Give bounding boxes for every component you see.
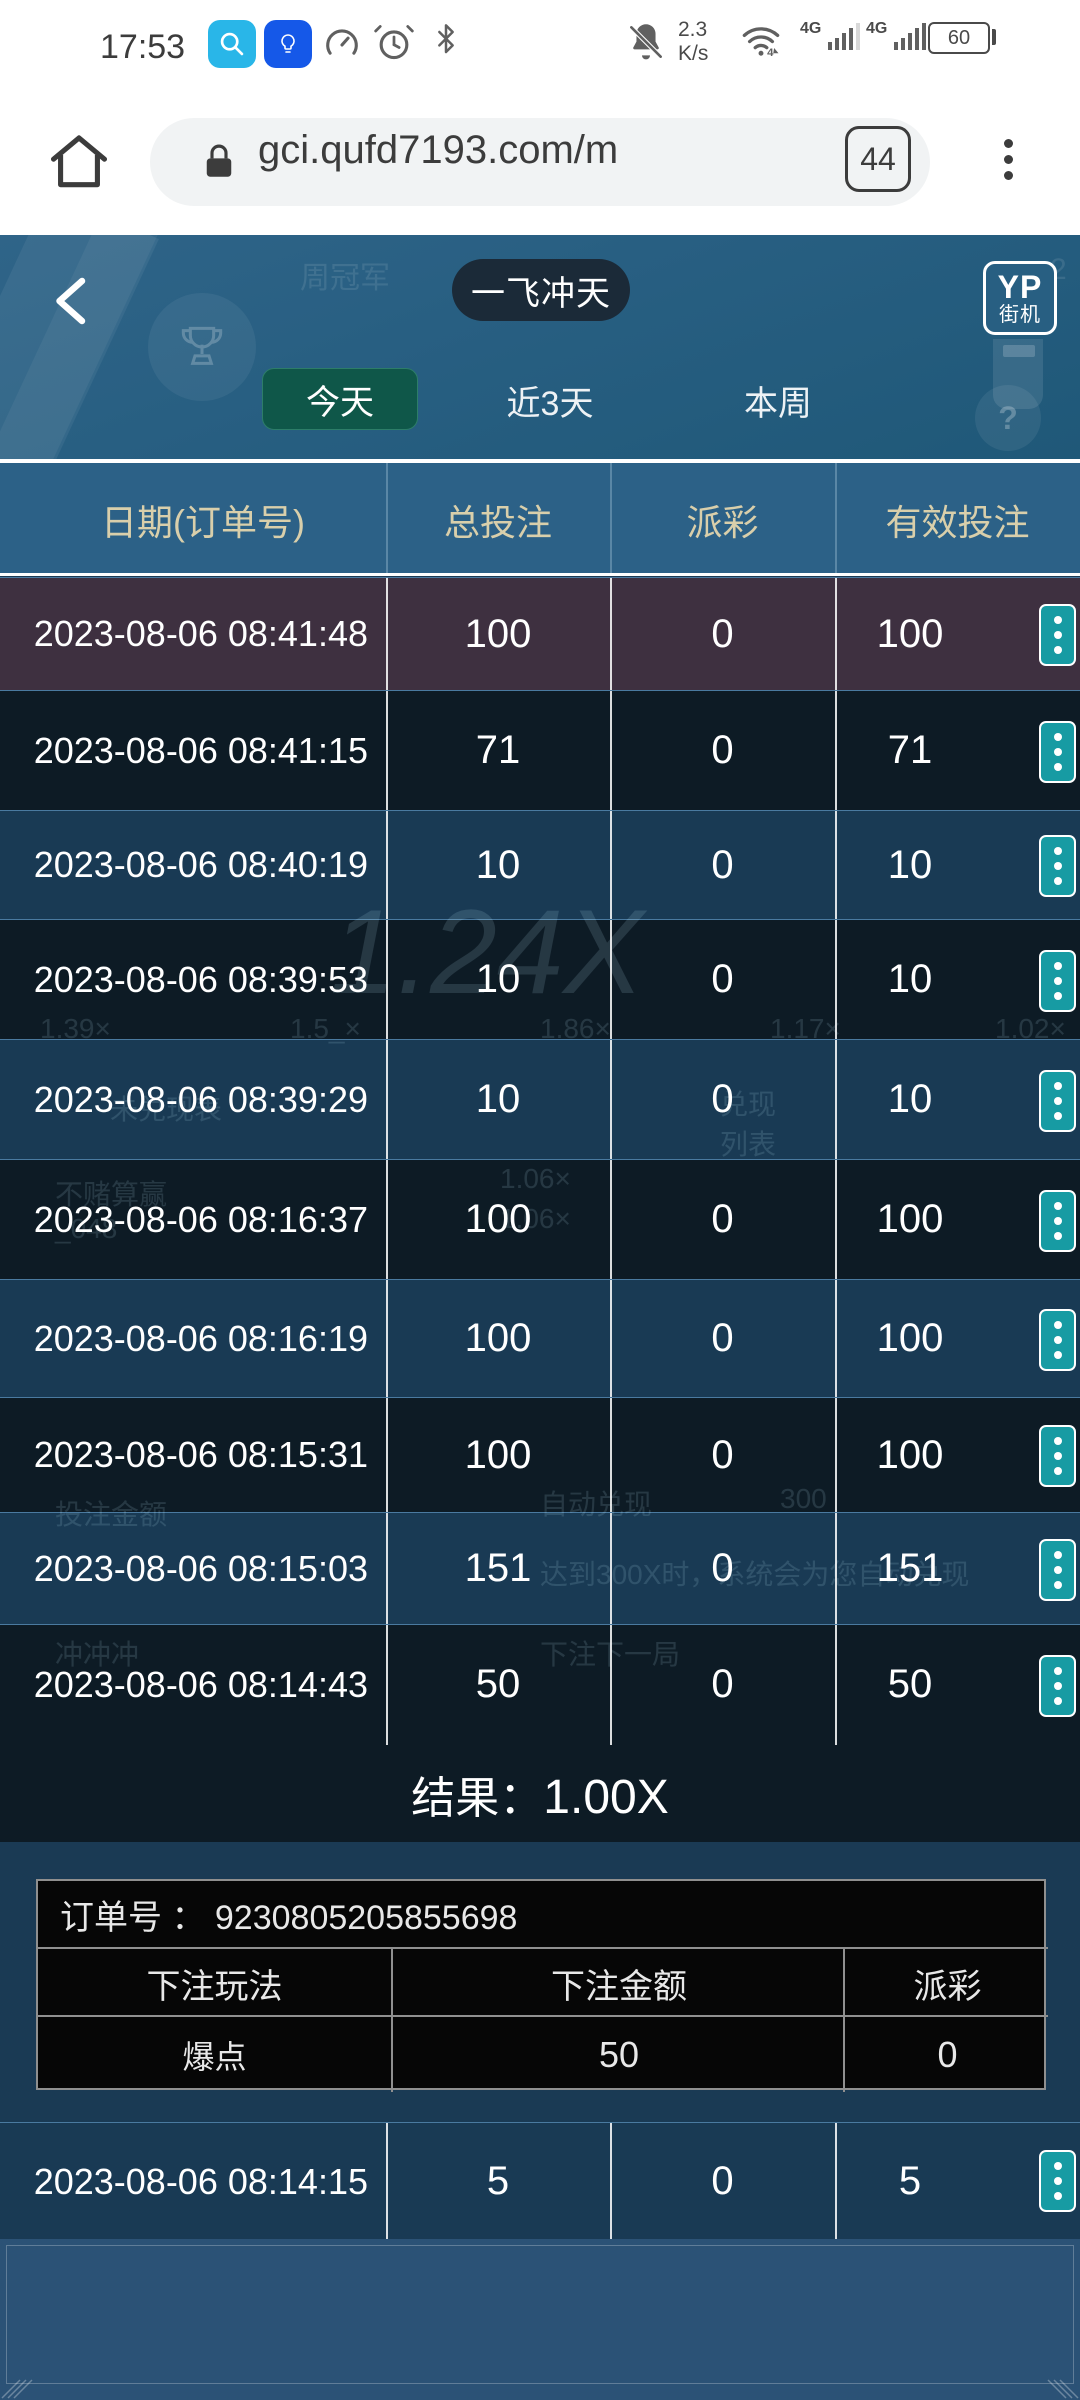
svg-text:4: 4 xyxy=(767,47,774,59)
